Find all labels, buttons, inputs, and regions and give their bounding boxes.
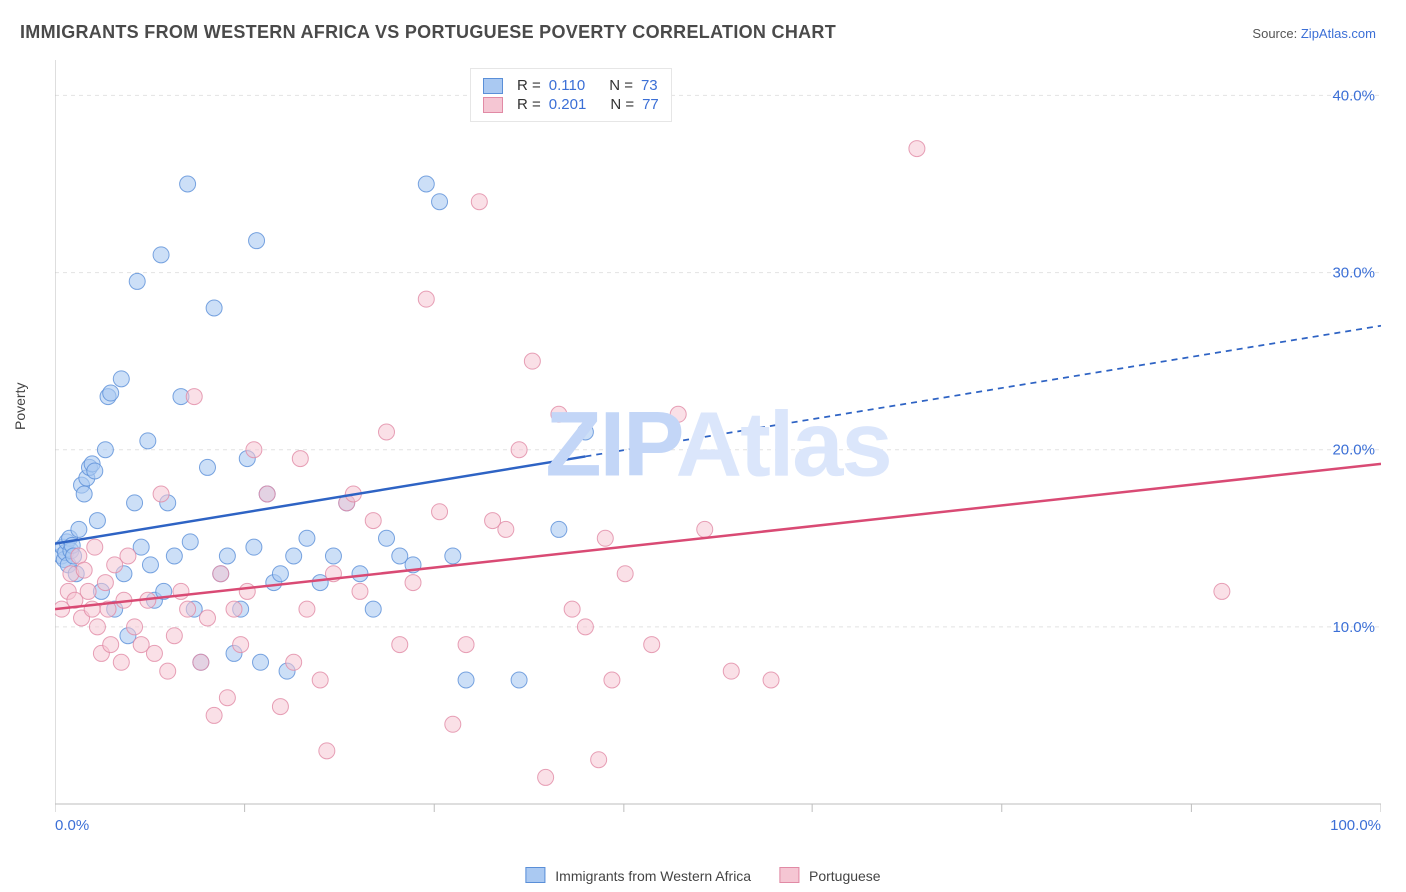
- n-label: N =: [610, 96, 634, 113]
- source-attribution: Source: ZipAtlas.com: [1252, 26, 1376, 41]
- svg-text:100.0%: 100.0%: [1330, 817, 1381, 834]
- swatch-pink: [483, 97, 503, 113]
- svg-text:20.0%: 20.0%: [1332, 442, 1375, 459]
- r-label: R =: [517, 77, 541, 94]
- swatch-pink: [779, 867, 799, 883]
- plot-area: 10.0%20.0%30.0%40.0%0.0%100.0% ZIPAtlas: [55, 60, 1381, 840]
- source-link[interactable]: ZipAtlas.com: [1301, 26, 1376, 41]
- swatch-blue: [483, 78, 503, 94]
- swatch-blue: [525, 867, 545, 883]
- n-value-blue: 73: [641, 77, 658, 94]
- svg-text:30.0%: 30.0%: [1332, 265, 1375, 282]
- chart-title: IMMIGRANTS FROM WESTERN AFRICA VS PORTUG…: [20, 22, 836, 43]
- svg-text:40.0%: 40.0%: [1332, 87, 1375, 104]
- chart-svg: 10.0% 20.0% 30.0% 40.0% 0.0% 100.0%: [55, 60, 1381, 840]
- y-axis-label: Poverty: [12, 383, 28, 430]
- r-value-pink: 0.201: [549, 96, 587, 113]
- legend-label-pink: Portuguese: [809, 868, 881, 884]
- source-label: Source:: [1252, 26, 1297, 41]
- series-legend: Immigrants from Western Africa Portugues…: [525, 867, 880, 884]
- legend-row-blue: R = 0.110 N = 73: [483, 77, 659, 94]
- r-value-blue: 0.110: [549, 77, 585, 94]
- svg-text:0.0%: 0.0%: [55, 817, 89, 834]
- chart-container: IMMIGRANTS FROM WESTERN AFRICA VS PORTUG…: [0, 0, 1406, 892]
- svg-text:10.0%: 10.0%: [1332, 619, 1375, 636]
- n-label: N =: [609, 77, 633, 94]
- legend-item-pink: Portuguese: [779, 867, 881, 884]
- n-value-pink: 77: [642, 96, 659, 113]
- legend-label-blue: Immigrants from Western Africa: [555, 868, 751, 884]
- correlation-legend: R = 0.110 N = 73 R = 0.201 N = 77: [470, 68, 672, 122]
- legend-row-pink: R = 0.201 N = 77: [483, 96, 659, 113]
- r-label: R =: [517, 96, 541, 113]
- legend-item-blue: Immigrants from Western Africa: [525, 867, 751, 884]
